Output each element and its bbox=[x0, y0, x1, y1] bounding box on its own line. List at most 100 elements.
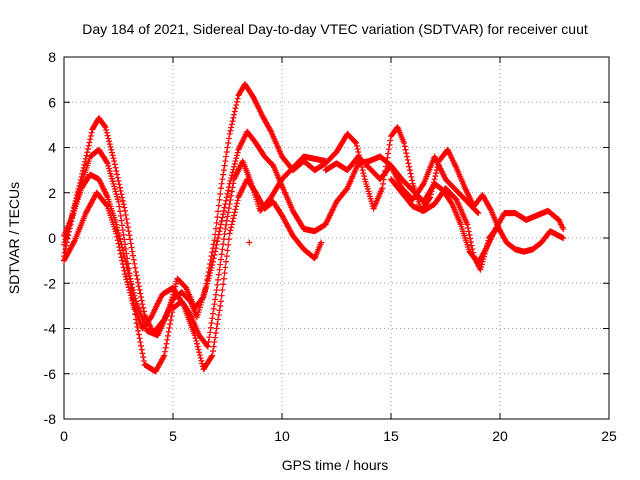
data-point bbox=[214, 281, 221, 288]
data-point bbox=[180, 301, 187, 308]
data-point bbox=[111, 161, 118, 168]
data-point bbox=[215, 316, 222, 323]
data-point bbox=[117, 212, 124, 219]
data-point bbox=[212, 245, 219, 252]
data-point bbox=[224, 190, 231, 197]
data-point bbox=[208, 353, 215, 360]
data-point bbox=[223, 149, 230, 156]
data-point bbox=[119, 257, 126, 264]
data-point bbox=[211, 237, 218, 244]
data-point bbox=[127, 289, 134, 296]
data-point bbox=[211, 301, 218, 308]
data-point bbox=[136, 286, 143, 293]
data-point bbox=[195, 346, 202, 353]
data-point bbox=[465, 224, 472, 231]
data-point bbox=[408, 173, 415, 180]
data-point bbox=[230, 166, 237, 173]
data-point bbox=[206, 334, 213, 341]
data-point bbox=[109, 152, 116, 159]
data-point bbox=[480, 256, 487, 263]
data-point bbox=[361, 173, 368, 180]
data-point bbox=[168, 296, 175, 303]
data-point bbox=[385, 150, 392, 157]
data-point bbox=[125, 228, 132, 235]
data-point bbox=[216, 196, 223, 203]
data-point bbox=[192, 335, 199, 342]
data-point bbox=[139, 350, 146, 357]
data-point bbox=[208, 264, 215, 271]
y-tick-label: 8 bbox=[48, 49, 56, 65]
data-point bbox=[114, 174, 121, 181]
data-point bbox=[215, 311, 222, 318]
data-point bbox=[217, 191, 224, 198]
data-point bbox=[124, 224, 131, 231]
data-point bbox=[214, 320, 221, 327]
data-point bbox=[218, 180, 225, 187]
x-tick-label: 25 bbox=[601, 428, 617, 444]
data-point bbox=[113, 230, 120, 237]
data-point bbox=[117, 250, 124, 257]
data-point bbox=[121, 236, 128, 243]
data-point bbox=[217, 224, 224, 231]
data-point bbox=[123, 276, 130, 283]
x-tick-label: 5 bbox=[169, 428, 177, 444]
data-point bbox=[126, 272, 133, 279]
data-point bbox=[131, 260, 138, 267]
data-point bbox=[228, 192, 235, 199]
x-tick-label: 15 bbox=[383, 428, 399, 444]
data-point bbox=[483, 242, 490, 249]
data-point bbox=[118, 254, 125, 261]
data-point bbox=[409, 177, 416, 184]
data-point bbox=[402, 146, 409, 153]
data-point bbox=[123, 215, 130, 222]
data-point bbox=[470, 249, 477, 256]
data-point bbox=[220, 167, 227, 174]
y-tick-label: -8 bbox=[44, 411, 57, 427]
data-point bbox=[205, 275, 212, 282]
data-point bbox=[386, 141, 393, 148]
data-point bbox=[210, 255, 217, 262]
data-point bbox=[206, 272, 213, 279]
y-tick-label: -6 bbox=[44, 366, 57, 382]
data-point bbox=[127, 275, 134, 282]
data-point bbox=[116, 203, 123, 210]
data-point bbox=[483, 245, 490, 252]
data-point bbox=[560, 235, 567, 241]
data-point bbox=[122, 271, 129, 278]
data-point bbox=[223, 221, 230, 228]
data-point bbox=[217, 256, 224, 263]
data-point bbox=[204, 280, 211, 287]
data-point bbox=[219, 246, 226, 253]
data-point bbox=[222, 201, 229, 208]
data-point bbox=[233, 203, 240, 210]
data-point bbox=[224, 144, 231, 151]
x-tick-label: 20 bbox=[492, 428, 508, 444]
data-point bbox=[166, 304, 173, 311]
data-point bbox=[106, 138, 113, 145]
data-point bbox=[129, 297, 136, 304]
data-point bbox=[119, 194, 126, 201]
data-point bbox=[213, 325, 220, 332]
data-point bbox=[204, 343, 211, 350]
chart-title: Day 184 of 2021, Sidereal Day-to-day VTE… bbox=[82, 21, 588, 37]
data-point bbox=[484, 240, 491, 247]
data-point bbox=[61, 241, 67, 248]
data-point bbox=[485, 237, 492, 244]
data-point bbox=[207, 324, 214, 331]
data-point bbox=[353, 142, 360, 149]
data-point bbox=[477, 266, 484, 273]
data-point bbox=[88, 129, 95, 136]
data-point bbox=[115, 240, 122, 247]
data-point bbox=[207, 270, 214, 277]
data-point bbox=[225, 184, 232, 191]
data-point bbox=[138, 294, 145, 301]
data-point bbox=[165, 307, 172, 314]
data-point bbox=[193, 337, 200, 344]
data-point bbox=[228, 175, 235, 182]
data-point bbox=[120, 231, 127, 238]
data-point bbox=[210, 343, 217, 350]
data-point bbox=[169, 294, 176, 301]
data-point bbox=[404, 156, 411, 163]
data-point bbox=[215, 231, 222, 238]
